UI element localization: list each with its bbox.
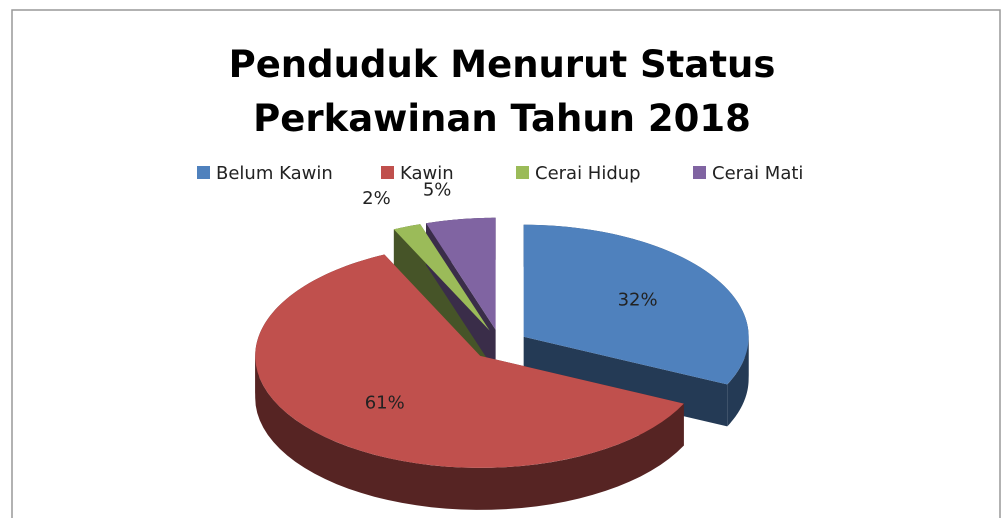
legend-swatch [197, 166, 210, 179]
pie-slice [255, 254, 684, 468]
slice-side [727, 336, 749, 427]
legend-swatch [381, 166, 394, 179]
data-label: 2% [362, 188, 391, 209]
legend-label: Cerai Hidup [535, 163, 641, 184]
pie-slice [523, 224, 749, 385]
pie-labels: 32% 61% 2% 5% [362, 180, 657, 414]
pie-slice [393, 224, 490, 331]
data-label: 32% [618, 290, 658, 311]
pie-slice [426, 217, 496, 330]
legend-label: Belum Kawin [216, 163, 333, 184]
legend-label: Kawin [400, 163, 454, 184]
slice-side [255, 355, 684, 510]
pie-tops [255, 217, 749, 468]
legend-label: Cerai Mati [712, 163, 803, 184]
legend-swatch [693, 166, 706, 179]
legend-swatch [516, 166, 529, 179]
data-label: 61% [365, 392, 405, 413]
chart-frame [11, 9, 1001, 518]
data-label: 5% [423, 180, 452, 201]
chart-title: Penduduk Menurut Status Perkawinan Tahun… [228, 43, 776, 140]
